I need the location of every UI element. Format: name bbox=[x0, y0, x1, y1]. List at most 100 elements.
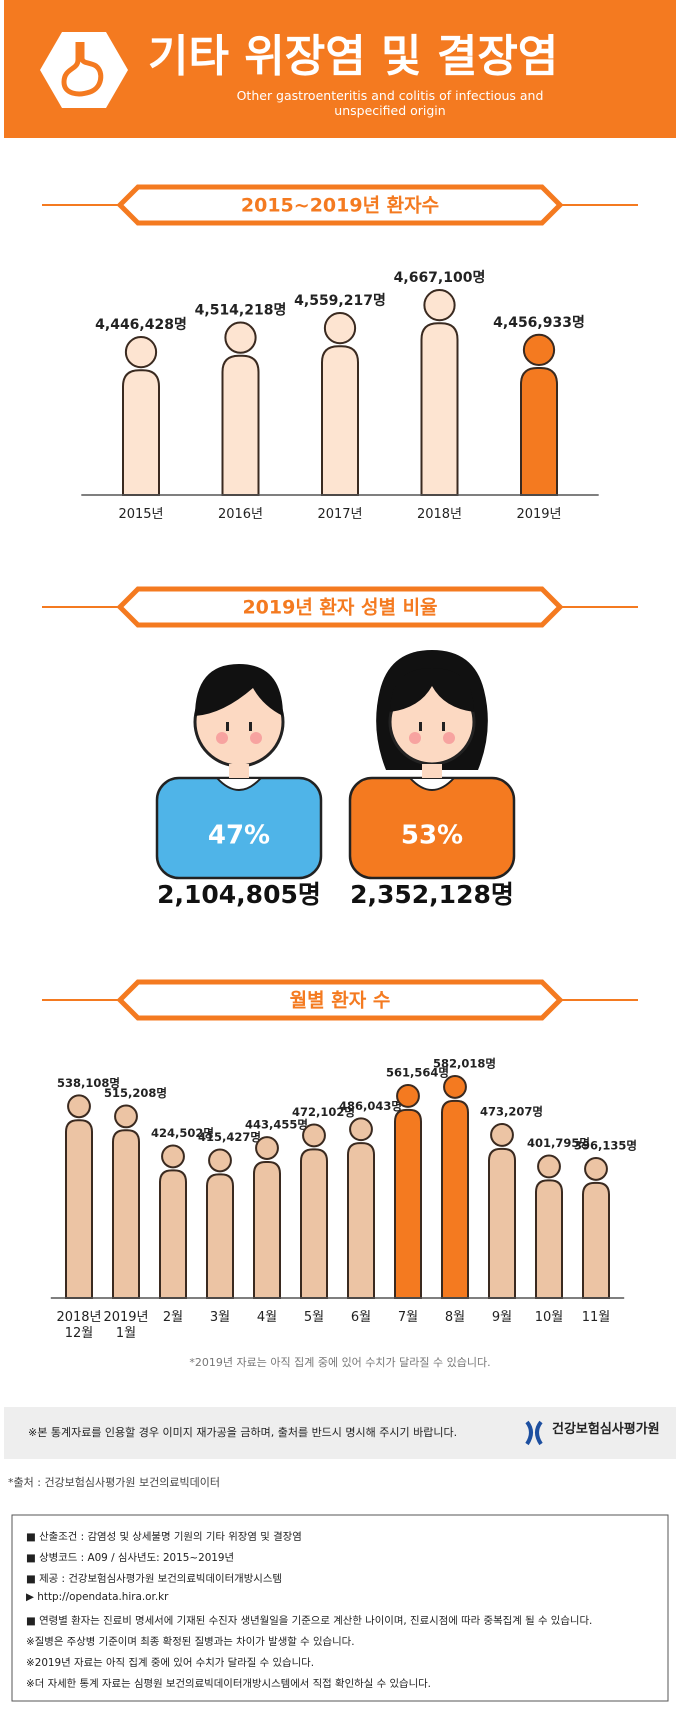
value-label: 582,018명 bbox=[433, 1057, 496, 1071]
person-body bbox=[520, 367, 558, 496]
organization: 건강보험심사평가원 bbox=[552, 1422, 660, 1437]
page-subtitle: Other gastroenteritis and colitis of inf… bbox=[236, 88, 544, 118]
banner bbox=[116, 586, 564, 628]
neck bbox=[422, 764, 442, 778]
person-body bbox=[122, 369, 160, 496]
info-line: ※2019년 자료는 아직 집계 중에 있어 수치가 달라질 수 있습니다. bbox=[26, 1657, 315, 1669]
value-label: 4,667,100명 bbox=[394, 269, 486, 286]
source: *출처 : 건강보험심사평가원 보건의료빅데이터 bbox=[8, 1476, 220, 1489]
person-head bbox=[114, 1104, 138, 1129]
person-head bbox=[396, 1084, 420, 1108]
collar bbox=[214, 777, 264, 791]
person-head bbox=[443, 1075, 467, 1099]
banner bbox=[116, 184, 564, 226]
person-head bbox=[323, 311, 357, 345]
info-line: ※질병은 주상병 기준이며 최종 확정된 질병과는 차이가 발생할 수 있습니다… bbox=[26, 1636, 355, 1648]
person-bar bbox=[122, 336, 160, 496]
category-label: 9월 bbox=[491, 1310, 513, 1325]
category-label: 2016년 bbox=[217, 507, 264, 522]
info-line: ■ 제공 : 건강보험심사평가원 보건의료빅데이터개방시스템 bbox=[26, 1573, 282, 1585]
info-line: ■ 상병코드 : A09 / 심사년도: 2015~2019년 bbox=[26, 1552, 235, 1564]
person-head bbox=[255, 1136, 279, 1160]
category-label: 2015년 bbox=[118, 507, 164, 522]
category-label: 5월 bbox=[303, 1310, 325, 1325]
value-label: 4,446,428명 bbox=[95, 316, 187, 333]
value-label: 415,427명 bbox=[198, 1130, 261, 1144]
chart-note: *2019년 자료는 아직 집계 중에 있어 수치가 달라질 수 있습니다. bbox=[189, 1356, 491, 1369]
person-body bbox=[206, 1173, 234, 1299]
category-label: 7월 bbox=[397, 1310, 419, 1325]
count-label: 2,352,128명 bbox=[350, 880, 514, 909]
person-bar bbox=[300, 1123, 328, 1299]
person-head bbox=[490, 1123, 514, 1147]
percent-label: 47% bbox=[208, 821, 270, 851]
person-bar bbox=[112, 1104, 140, 1299]
male-figure bbox=[193, 664, 285, 768]
person-bar bbox=[488, 1123, 516, 1299]
info-line: ▶ http://opendata.hira.or.kr bbox=[26, 1591, 169, 1603]
category-label: 8월 bbox=[444, 1310, 466, 1325]
person-body bbox=[253, 1160, 281, 1299]
person-body bbox=[347, 1142, 375, 1299]
person-bar bbox=[159, 1144, 187, 1299]
person-head bbox=[537, 1154, 561, 1179]
notice: ※본 통계자료를 인용할 경우 이미지 재가공을 금하며, 출처를 반드시 명시… bbox=[28, 1426, 458, 1439]
category-label: 6월 bbox=[350, 1310, 372, 1325]
person-head bbox=[161, 1144, 185, 1169]
person-head bbox=[423, 289, 456, 322]
person-body bbox=[488, 1147, 516, 1299]
value-label: 4,514,218명 bbox=[195, 302, 287, 319]
person-bar bbox=[520, 333, 558, 496]
collar bbox=[407, 777, 457, 791]
value-label: 515,208명 bbox=[104, 1086, 167, 1100]
person-bar bbox=[321, 311, 359, 496]
female-figure bbox=[376, 650, 488, 770]
person-body bbox=[441, 1099, 469, 1299]
category-label: 2월 bbox=[162, 1310, 184, 1325]
person-head bbox=[67, 1094, 91, 1119]
value-label: 472,102명 bbox=[292, 1105, 355, 1119]
person-body bbox=[65, 1119, 93, 1299]
person-head bbox=[522, 333, 556, 367]
value-label: 561,564명 bbox=[386, 1066, 449, 1080]
person-bar bbox=[441, 1075, 469, 1299]
person-body bbox=[582, 1181, 610, 1299]
hira-logo bbox=[525, 1420, 543, 1446]
person-bar bbox=[394, 1084, 422, 1299]
info-line: ■ 산출조건 : 감염성 및 상세불명 기원의 기타 위장염 및 결장염 bbox=[26, 1531, 302, 1543]
section-title: 2015~2019년 환자수 bbox=[241, 195, 439, 217]
value-label: 443,455명 bbox=[245, 1118, 308, 1132]
person-body bbox=[535, 1179, 563, 1299]
person-bar bbox=[65, 1094, 93, 1299]
value-label: 401,795명 bbox=[527, 1136, 590, 1150]
person-head bbox=[124, 336, 158, 369]
info-box bbox=[11, 1514, 669, 1702]
category-label: 10월 bbox=[534, 1310, 564, 1325]
category-label: 2017년 bbox=[317, 507, 363, 522]
category-label: 2019년 1월 bbox=[103, 1310, 149, 1341]
notice-box bbox=[4, 1407, 676, 1459]
header-icon bbox=[40, 32, 128, 108]
person-head bbox=[208, 1148, 232, 1173]
person-bar bbox=[347, 1117, 375, 1299]
person-head bbox=[349, 1117, 373, 1142]
person-bar bbox=[253, 1136, 281, 1299]
value-label: 424,502명 bbox=[151, 1126, 214, 1140]
section-title: 월별 환자 수 bbox=[290, 990, 391, 1012]
person-bar bbox=[582, 1157, 610, 1299]
info-line: ■ 연령별 환자는 진료비 명세서에 기재된 수진자 생년월일을 기준으로 계산… bbox=[26, 1615, 593, 1627]
person-head bbox=[584, 1157, 608, 1181]
person-head bbox=[302, 1123, 326, 1148]
person-bar bbox=[420, 289, 459, 496]
person-body bbox=[112, 1129, 140, 1299]
stomach-icon bbox=[61, 42, 104, 97]
value-label: 4,456,933명 bbox=[493, 314, 585, 331]
person-bar bbox=[221, 321, 260, 496]
count-label: 2,104,805명 bbox=[157, 880, 321, 909]
person-body bbox=[321, 345, 359, 496]
person-body bbox=[221, 354, 260, 496]
category-label: 4월 bbox=[256, 1310, 278, 1325]
section-title: 2019년 환자 성별 비율 bbox=[242, 597, 437, 619]
